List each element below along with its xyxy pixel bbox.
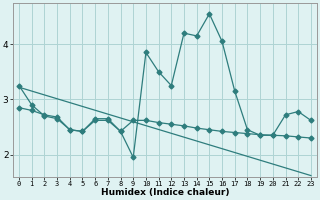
X-axis label: Humidex (Indice chaleur): Humidex (Indice chaleur) (101, 188, 229, 197)
